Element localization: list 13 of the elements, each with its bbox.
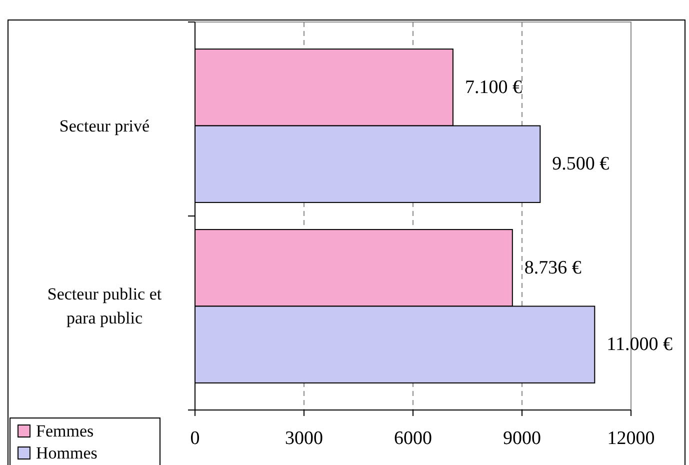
x-tick-label: 12000 <box>607 428 655 449</box>
data-label: 8.736 € <box>524 257 582 278</box>
y-tick-label: Secteur public et para public <box>47 284 162 328</box>
x-tick-label: 9000 <box>503 428 541 449</box>
data-label: 7.100 € <box>464 76 522 98</box>
legend-label: Hommes <box>36 444 98 462</box>
legend-label: Femmes <box>36 422 94 440</box>
x-tick-label: 3000 <box>285 428 323 449</box>
x-tick-label: 0 <box>190 428 200 449</box>
data-label: 9.500 € <box>552 154 610 175</box>
data-label: 11.000 € <box>606 334 673 356</box>
x-tick-label: 6000 <box>394 428 432 449</box>
y-tick-label: Secteur privé <box>59 116 150 136</box>
